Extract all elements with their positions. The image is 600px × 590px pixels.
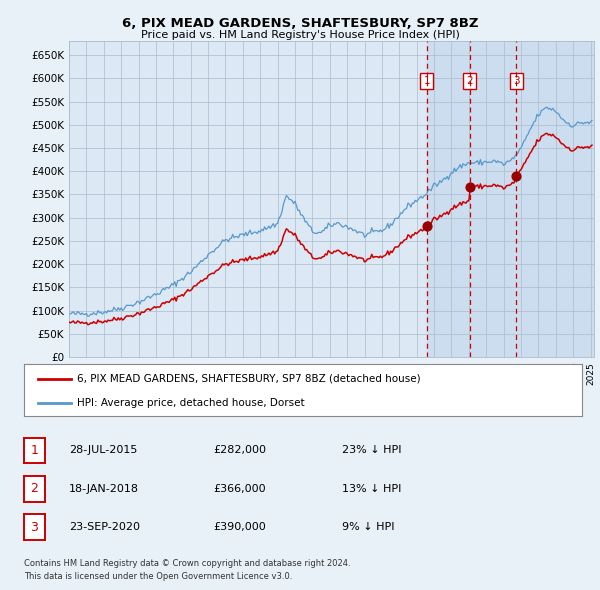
Text: 6, PIX MEAD GARDENS, SHAFTESBURY, SP7 8BZ: 6, PIX MEAD GARDENS, SHAFTESBURY, SP7 8B…: [122, 17, 478, 30]
Text: 1: 1: [31, 444, 38, 457]
Text: 9% ↓ HPI: 9% ↓ HPI: [342, 522, 395, 532]
Text: £390,000: £390,000: [213, 522, 266, 532]
Text: 2: 2: [31, 482, 38, 496]
Point: [422, 221, 431, 231]
Bar: [427, 41, 594, 357]
Point: [511, 171, 521, 181]
Text: £366,000: £366,000: [213, 484, 266, 493]
Text: £282,000: £282,000: [213, 445, 266, 455]
Text: 28-JUL-2015: 28-JUL-2015: [69, 445, 137, 455]
Text: Price paid vs. HM Land Registry's House Price Index (HPI): Price paid vs. HM Land Registry's House …: [140, 30, 460, 40]
Text: 3: 3: [31, 520, 38, 534]
Text: 1: 1: [424, 76, 430, 86]
Text: 6, PIX MEAD GARDENS, SHAFTESBURY, SP7 8BZ (detached house): 6, PIX MEAD GARDENS, SHAFTESBURY, SP7 8B…: [77, 373, 421, 384]
Point: [465, 182, 475, 192]
Text: 13% ↓ HPI: 13% ↓ HPI: [342, 484, 401, 493]
Text: Contains HM Land Registry data © Crown copyright and database right 2024.: Contains HM Land Registry data © Crown c…: [24, 559, 350, 568]
Text: 18-JAN-2018: 18-JAN-2018: [69, 484, 139, 493]
Text: 2: 2: [466, 76, 473, 86]
Text: 23% ↓ HPI: 23% ↓ HPI: [342, 445, 401, 455]
Text: HPI: Average price, detached house, Dorset: HPI: Average price, detached house, Dors…: [77, 398, 305, 408]
Text: 3: 3: [513, 76, 520, 86]
Text: 23-SEP-2020: 23-SEP-2020: [69, 522, 140, 532]
Text: This data is licensed under the Open Government Licence v3.0.: This data is licensed under the Open Gov…: [24, 572, 292, 581]
